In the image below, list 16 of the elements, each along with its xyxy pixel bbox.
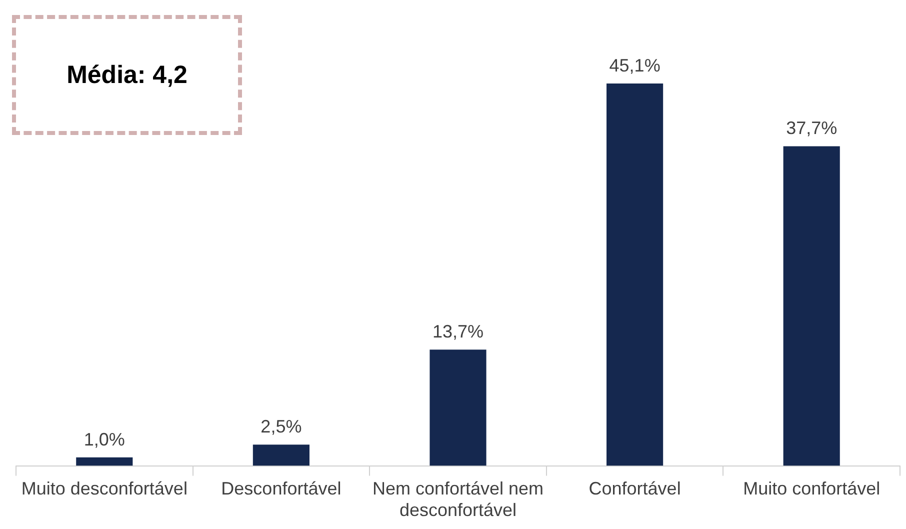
bar [252, 444, 310, 466]
bar [430, 350, 486, 466]
data-label: 1,0% [84, 429, 125, 450]
bar [783, 146, 840, 466]
x-tick-label: Confortável [588, 478, 681, 499]
bar [76, 457, 133, 466]
x-tick-label: Muito desconfortável [21, 478, 188, 499]
x-tick-label: Nem confortável nem desconfortável [372, 478, 544, 520]
x-tick-label: Desconfortável [221, 478, 342, 499]
data-label: 13,7% [432, 322, 484, 342]
data-label: 37,7% [786, 118, 838, 138]
data-label: 2,5% [260, 416, 302, 437]
annotation: Média: 4,2 [12, 15, 242, 135]
bar [606, 84, 664, 466]
data-label: 45,1% [609, 56, 660, 76]
x-tick-label: Muito confortável [743, 478, 880, 499]
